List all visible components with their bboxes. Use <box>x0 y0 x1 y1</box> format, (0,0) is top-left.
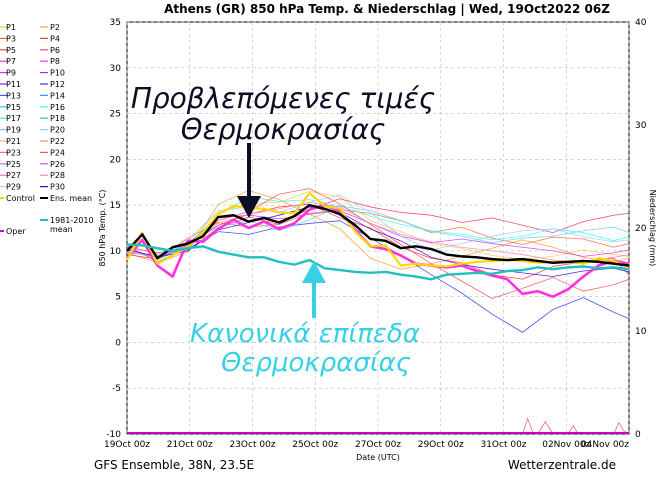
legend-label: P9 <box>6 69 16 78</box>
legend-label-control: Control <box>6 194 35 203</box>
legend-label-clim-2: mean <box>50 225 73 234</box>
series-line-p28 <box>126 201 630 263</box>
legend-label: P18 <box>50 114 65 123</box>
y-tick-label: 25 <box>110 110 121 120</box>
legend-label: P17 <box>6 114 21 123</box>
series-line-ens-mean <box>126 203 630 267</box>
y-right-tick-label: 20 <box>635 224 647 234</box>
series-lines <box>126 188 630 333</box>
legend-label: P24 <box>50 148 65 157</box>
annotation-normal: Κανονικά επίπεδα Θερμοκρασίας <box>190 261 420 378</box>
series-line-1981-2010-mean <box>126 243 630 281</box>
x-tick-label: 02Nov 00z <box>542 440 590 450</box>
legend-label: P22 <box>50 137 65 146</box>
x-tick-label: 29Oct 00z <box>418 440 464 450</box>
legend-label-ens-mean: Ens. mean <box>50 194 92 203</box>
legend-label: P6 <box>50 46 60 55</box>
legend-label: P15 <box>6 103 21 112</box>
normal-arrow-head <box>302 261 326 283</box>
x-tick-label: 21Oct 00z <box>167 440 213 450</box>
annotation-forecast-line1: Προβλεπόμενες τιμές <box>131 82 435 115</box>
annotation-forecast: Προβλεπόμενες τιμές Θερμοκρασίας <box>131 82 435 218</box>
y-right-tick-label: 10 <box>635 327 647 337</box>
y-tick-label: 5 <box>115 293 121 303</box>
legend-label: P12 <box>50 80 65 89</box>
legend-label: P10 <box>50 69 65 78</box>
legend-label: P28 <box>50 171 65 180</box>
legend-label: P26 <box>50 160 65 169</box>
series-line-p19 <box>126 205 630 256</box>
legend: P1 P2 P3 P4 P5 P6 P7 P8 P9 P10 P11 P12 P13 P14 P15 P16 P… <box>0 23 94 236</box>
annotation-normal-line1: Κανονικά επίπεδα <box>190 319 420 349</box>
x-axis-ticks: 19Oct 00z 21Oct 00z 23Oct 00z 25Oct 00z 27Oc… <box>104 440 629 450</box>
y-tick-label: -5 <box>112 384 121 394</box>
y-tick-label: 30 <box>110 64 122 74</box>
series-line-p1 <box>126 190 630 260</box>
x-tick-label: 19Oct 00z <box>104 440 150 450</box>
y-tick-label: 0 <box>115 338 121 348</box>
series-line-p26 <box>126 203 630 298</box>
legend-label: P29 <box>6 183 21 192</box>
legend-label: P23 <box>6 148 21 157</box>
series-line-p2 <box>126 190 630 270</box>
legend-label: P11 <box>6 80 21 89</box>
legend-label: P16 <box>50 103 65 112</box>
legend-label: P5 <box>6 46 16 55</box>
x-tick-label: 25Oct 00z <box>292 440 338 450</box>
legend-label: P7 <box>6 57 16 66</box>
footer-site: Wetterzentrale.de <box>508 458 616 472</box>
legend-label: P2 <box>50 23 60 32</box>
footer-source: GFS Ensemble, 38N, 23.5E <box>94 458 254 472</box>
y-tick-label: 35 <box>110 18 121 28</box>
series-line-p4 <box>126 203 630 280</box>
y-tick-label: 15 <box>110 201 121 211</box>
legend-label: P8 <box>50 57 60 66</box>
y-axis-label: 850 hPa Temp. (°C) <box>98 189 107 266</box>
x-tick-label: 23Oct 00z <box>229 440 275 450</box>
y-right-tick-label: 30 <box>635 121 647 131</box>
legend-label: P20 <box>50 126 65 135</box>
legend-label: P27 <box>6 171 21 180</box>
legend-label: P13 <box>6 91 21 100</box>
y-axis-right-label: Niederschlag (mm) <box>648 190 657 267</box>
chart-title: Athens (GR) 850 hPa Temp. & Niederschlag… <box>164 2 610 16</box>
legend-label-clim: 1981-2010 <box>50 216 94 225</box>
y-axis-right-ticks: 0 10 20 30 40 <box>635 18 647 440</box>
series-line-p20 <box>126 194 630 255</box>
y-right-tick-label: 40 <box>635 18 647 28</box>
annotation-normal-line2: Θερμοκρασίας <box>221 348 411 378</box>
annotation-forecast-line2: Θερμοκρασίας <box>181 113 386 146</box>
x-tick-label: 27Oct 00z <box>355 440 401 450</box>
x-axis-label: Date (UTC) <box>356 453 400 462</box>
legend-label: P3 <box>6 34 16 43</box>
x-tick-label: 04Nov 00z <box>581 440 629 450</box>
y-axis-ticks: -10 -5 0 5 10 15 20 25 30 35 <box>106 18 121 440</box>
y-tick-label: -10 <box>106 430 121 440</box>
legend-label: P1 <box>6 23 16 32</box>
legend-label: P14 <box>50 91 65 100</box>
y-tick-label: 10 <box>110 247 122 257</box>
forecast-arrow-head <box>237 196 261 218</box>
x-tick-label: 31Oct 00z <box>480 440 526 450</box>
precip-line <box>567 424 579 435</box>
y-right-tick-label: 0 <box>635 430 641 440</box>
legend-label: P30 <box>50 183 65 192</box>
legend-label: P25 <box>6 160 21 169</box>
grid-lines <box>126 21 630 435</box>
legend-label: P21 <box>6 137 21 146</box>
y-tick-label: 20 <box>110 155 122 165</box>
legend-label: P4 <box>50 34 60 43</box>
legend-label: P19 <box>6 126 21 135</box>
legend-label-oper: Oper <box>6 227 26 236</box>
